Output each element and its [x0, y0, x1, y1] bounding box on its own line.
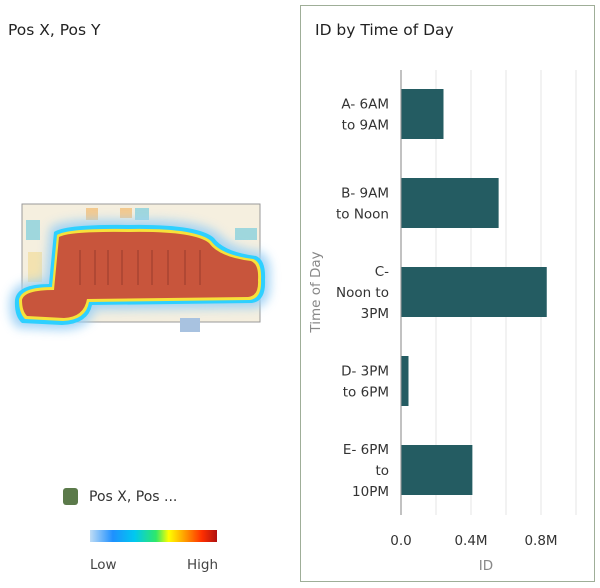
- x-tick-label: 0.0: [390, 533, 411, 549]
- bar[interactable]: [401, 177, 499, 228]
- category-label: to 9AM: [341, 117, 388, 133]
- category-label: to Noon: [335, 206, 388, 222]
- legend-high-label: High: [187, 557, 219, 573]
- x-tick-label: 0.4M: [454, 533, 487, 549]
- bar-chart-panel: ID by Time of Day A- 6AM to 9AM B- 9AM to N…: [300, 5, 595, 582]
- category-label: to: [375, 463, 389, 479]
- floorplan-heatmap[interactable]: [0, 180, 290, 350]
- legend-layer-name[interactable]: Pos X, Pos ...: [89, 489, 178, 505]
- bar[interactable]: [401, 88, 443, 139]
- category-label: E- 6PM: [342, 442, 388, 458]
- heatmap-title: Pos X, Pos Y: [8, 21, 101, 39]
- heatmap-density: [9, 219, 271, 330]
- color-scale-bar: [90, 530, 217, 542]
- category-label: 10PM: [352, 484, 389, 500]
- category-label: Noon to: [335, 285, 388, 301]
- y-axis-title: Time of Day: [308, 251, 324, 333]
- chart-title: ID by Time of Day: [315, 21, 454, 39]
- category-label: B- 9AM: [341, 185, 389, 201]
- bar[interactable]: [401, 355, 408, 406]
- legend-low-label: Low: [90, 557, 117, 573]
- bar[interactable]: [401, 444, 472, 495]
- category-label: C-: [374, 264, 388, 280]
- bar[interactable]: [401, 266, 547, 317]
- category-label: 3PM: [360, 306, 388, 322]
- bar-chart: A- 6AM to 9AM B- 9AM to Noon C- Noon to 3PM D- …: [308, 69, 576, 574]
- x-axis-title: ID: [478, 558, 492, 574]
- map-layer-icon: [63, 488, 78, 505]
- x-tick-label: 0.8M: [524, 533, 557, 549]
- category-label: A- 6AM: [341, 96, 389, 112]
- category-label: D- 3PM: [341, 363, 389, 379]
- category-label: to 6PM: [342, 384, 388, 400]
